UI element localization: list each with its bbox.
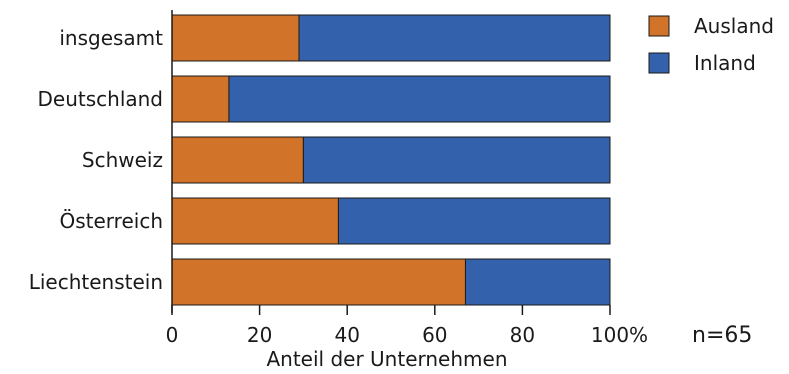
x-tick-label-4: 80	[510, 323, 535, 347]
bar-inland-0	[298, 14, 611, 62]
bar-ausland-2	[171, 136, 304, 184]
legend-swatch-ausland	[648, 15, 670, 37]
x-tick-label-2: 40	[334, 323, 359, 347]
category-labels: insgesamt Deutschland Schweiz Österreich Lie…	[29, 26, 163, 294]
x-axis-title: Anteil der Unternehmen	[266, 347, 507, 371]
x-tick-label-1: 20	[247, 323, 272, 347]
legend: Ausland Inland	[648, 14, 774, 75]
sample-size-note: n=65	[692, 323, 752, 348]
bar-ausland-0	[171, 14, 300, 62]
legend-label-inland: Inland	[694, 51, 756, 75]
bars-group	[171, 14, 611, 306]
x-tick-label-3: 60	[422, 323, 447, 347]
category-label-2: Schweiz	[82, 148, 163, 172]
category-label-3: Österreich	[60, 209, 164, 233]
legend-swatch-inland	[648, 52, 670, 74]
x-tick-label-5: 100	[591, 323, 629, 347]
x-tick-label-0: 0	[166, 323, 179, 347]
bar-ausland-4	[171, 258, 466, 306]
bar-inland-3	[337, 197, 611, 245]
bar-inland-2	[302, 136, 611, 184]
category-label-1: Deutschland	[38, 87, 164, 111]
bar-ausland-1	[171, 75, 230, 123]
x-unit-label: %	[629, 323, 648, 347]
x-axis-ticks: 0 20 40 60 80 100	[166, 305, 629, 347]
category-label-4: Liechtenstein	[29, 270, 163, 294]
bar-inland-4	[464, 258, 611, 306]
bar-inland-1	[228, 75, 611, 123]
bar-ausland-3	[171, 197, 339, 245]
legend-label-ausland: Ausland	[694, 14, 774, 38]
category-label-0: insgesamt	[59, 26, 163, 50]
